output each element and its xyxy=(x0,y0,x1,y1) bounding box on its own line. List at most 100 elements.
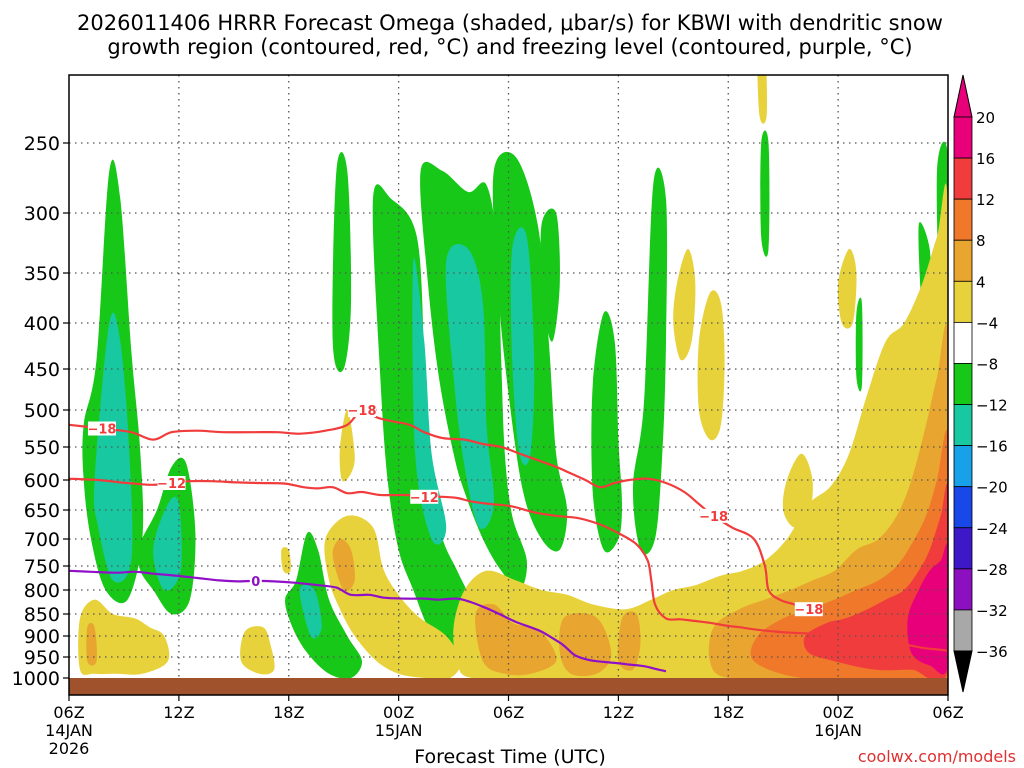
omega-shade-region xyxy=(339,409,355,482)
x-tick-label: 06Z xyxy=(932,703,963,722)
colorbar-label: −28 xyxy=(976,561,1008,579)
y-tick-label: 350 xyxy=(24,263,60,285)
omega-shading-layer xyxy=(78,75,948,678)
x-tick-label: 06Z xyxy=(53,703,84,722)
x-tick-date-label: 15JAN xyxy=(375,721,423,740)
colorbar-swatch xyxy=(953,568,973,611)
omega-shade-region xyxy=(453,183,948,678)
omega-shade-region xyxy=(281,547,291,574)
y-tick-label: 800 xyxy=(24,580,60,602)
contour-label-bg xyxy=(348,403,376,417)
omega-shade-region xyxy=(617,611,641,671)
omega-shade-region xyxy=(673,249,696,361)
colorbar-label: −8 xyxy=(976,355,998,373)
omega-shade-region xyxy=(445,244,494,530)
omega-shade-region xyxy=(324,515,461,678)
omega-shade-region xyxy=(697,290,725,441)
colorbar-label: −20 xyxy=(976,479,1008,497)
contour-label: −18 xyxy=(699,510,728,525)
x-tick-date-label: 16JAN xyxy=(814,721,862,740)
chart-title-line2: growth region (contoured, red, °C) and f… xyxy=(107,35,912,59)
y-tick-label: 650 xyxy=(24,500,60,522)
x-tick-year-label: 2026 xyxy=(49,739,90,758)
omega-shade-region xyxy=(907,543,948,675)
omega-shade-region xyxy=(540,208,560,342)
contour-label: 0 xyxy=(251,575,260,590)
omega-shade-region xyxy=(332,538,356,592)
colorbar-swatch xyxy=(953,116,973,159)
x-tick-label: 12Z xyxy=(603,703,634,722)
contour-label: −18 xyxy=(794,603,823,618)
contour-label-bg xyxy=(87,421,116,436)
colorbar-label: 12 xyxy=(976,191,995,209)
contour-label-bg xyxy=(794,602,823,617)
contour-label-bg xyxy=(699,508,728,523)
colorbar-bottom-arrow xyxy=(953,650,973,693)
colorbar-label: 20 xyxy=(976,109,995,127)
omega-shade-region xyxy=(240,626,275,675)
omega-shade-region xyxy=(412,257,447,545)
colorbar: 20 16 12 8 4 −4 −8 −12 −16 −20 −24 −28 −32 −36 xyxy=(953,74,1008,693)
y-tick-label: 550 xyxy=(24,437,60,459)
colorbar-label: −24 xyxy=(976,520,1008,538)
colorbar-swatch xyxy=(953,363,973,405)
x-axis-label: Forecast Time (UTC) xyxy=(414,746,605,768)
omega-shade-region xyxy=(93,312,133,583)
x-tick-date-label: 14JAN xyxy=(45,721,93,740)
omega-shade-region xyxy=(510,227,535,466)
y-tick-label: 300 xyxy=(24,203,60,225)
colorbar-label: −32 xyxy=(976,602,1008,620)
omega-shade-region xyxy=(760,130,770,257)
y-tick-label: 450 xyxy=(24,359,60,381)
contour-layer: −18 −18 −18 −18 −12 −12 0 xyxy=(69,403,948,673)
grid-layer xyxy=(69,75,948,678)
colorbar-label: 8 xyxy=(976,232,986,250)
y-tick-label: 850 xyxy=(24,604,60,626)
contour-label: −12 xyxy=(157,477,186,492)
contour-label: −12 xyxy=(410,491,439,506)
x-tick-label: 06Z xyxy=(493,703,524,722)
freezing-level-0-line xyxy=(69,569,667,673)
colorbar-swatch xyxy=(953,445,973,488)
contour-label-bg xyxy=(249,573,262,588)
dgz-bottom-minus12-line xyxy=(69,477,948,652)
colorbar-swatch xyxy=(953,280,973,323)
colorbar-swatch xyxy=(953,527,973,570)
omega-shade-region xyxy=(837,248,857,329)
omega-shade-region xyxy=(299,584,322,639)
x-tick-label: 18Z xyxy=(273,703,304,722)
x-tick-label: 18Z xyxy=(713,703,744,722)
omega-shade-region xyxy=(153,496,182,591)
contour-label: −18 xyxy=(348,404,377,419)
omega-shade-region xyxy=(782,453,813,528)
ground-bar xyxy=(69,678,948,695)
colorbar-label: −36 xyxy=(976,643,1008,661)
y-tick-label: 1000 xyxy=(12,668,60,690)
contour-label-bg xyxy=(157,476,186,490)
dgz-top-minus18-line xyxy=(69,408,820,611)
colorbar-label: −16 xyxy=(976,438,1008,456)
contour-label: −18 xyxy=(87,423,116,438)
colorbar-swatch xyxy=(953,404,973,447)
omega-shade-region xyxy=(332,152,352,373)
omega-shade-region xyxy=(78,599,170,675)
y-tick-label: 500 xyxy=(24,400,60,422)
y-tick-label: 400 xyxy=(24,313,60,335)
colorbar-swatch xyxy=(953,239,973,282)
y-tick-label: 250 xyxy=(24,133,60,155)
x-tick-label: 00Z xyxy=(383,703,414,722)
omega-shade-region xyxy=(757,75,768,124)
colorbar-swatch xyxy=(953,486,973,529)
colorbar-swatch xyxy=(953,609,973,652)
omega-shade-region xyxy=(372,184,484,674)
colorbar-swatch xyxy=(953,198,973,241)
colorbar-label: 4 xyxy=(976,273,986,291)
colorbar-label: −12 xyxy=(976,397,1008,415)
omega-shade-region xyxy=(86,622,97,666)
y-tick-label: 600 xyxy=(24,470,60,492)
colorbar-swatch xyxy=(953,321,973,364)
y-tick-label: 950 xyxy=(24,647,60,669)
colorbar-label: −4 xyxy=(976,314,998,332)
